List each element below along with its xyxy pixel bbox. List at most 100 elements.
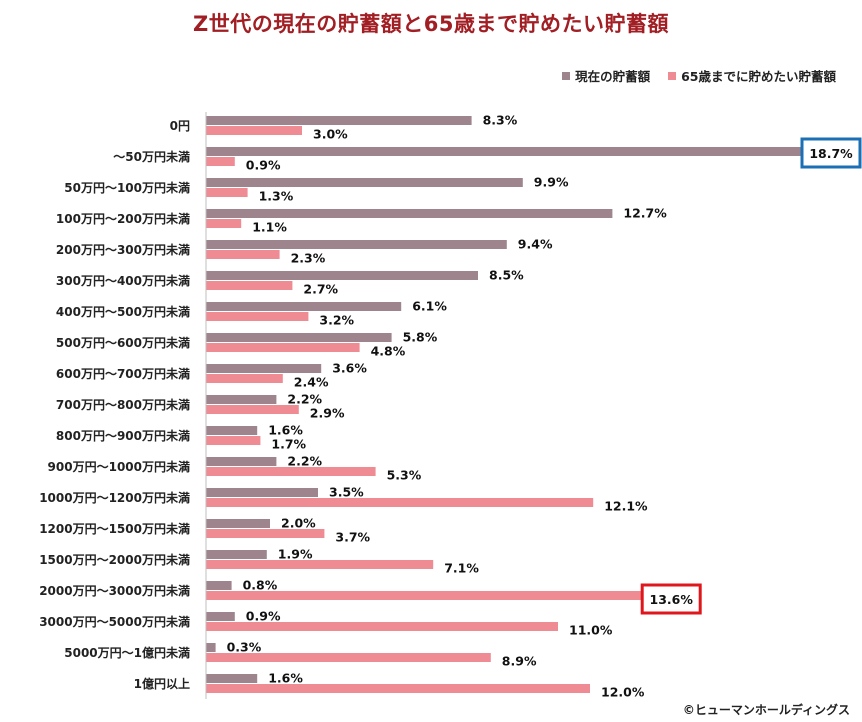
category-label: 1000万円～1200万円未満 xyxy=(39,490,190,505)
legend-swatch-target xyxy=(668,71,677,80)
value-label: 5.8% xyxy=(403,330,438,345)
value-label: 0.3% xyxy=(227,640,262,655)
category-label: 200万円～300万円未満 xyxy=(56,242,190,257)
bar-target xyxy=(206,312,309,321)
value-label: 2.3% xyxy=(291,251,326,266)
value-label: 0.9% xyxy=(246,158,281,173)
bar-current xyxy=(206,240,507,249)
bar-current xyxy=(206,581,232,590)
value-label: 12.0% xyxy=(601,685,645,700)
bar-current xyxy=(206,426,258,435)
bar-current xyxy=(206,643,216,652)
category-label: ～50万円未満 xyxy=(113,149,190,164)
value-label: 12.1% xyxy=(604,499,648,514)
value-label: 2.2% xyxy=(287,454,322,469)
legend-item-current: 現在の貯蓄額 xyxy=(562,66,650,85)
value-label: 9.4% xyxy=(518,237,553,252)
bar-current xyxy=(206,116,472,125)
value-label: 8.5% xyxy=(489,268,524,283)
value-label: 2.4% xyxy=(294,375,329,390)
category-label: 700万円～800万円未満 xyxy=(56,397,190,412)
category-label: 400万円～500万円未満 xyxy=(56,304,190,319)
bar-current xyxy=(206,271,478,280)
bar-current xyxy=(206,612,235,621)
bar-current xyxy=(206,147,805,156)
bar-target xyxy=(206,126,302,135)
bar-current xyxy=(206,395,277,404)
bar-target xyxy=(206,684,590,693)
category-label: 100万円～200万円未満 xyxy=(56,211,190,226)
bar-target xyxy=(206,436,261,445)
bar-target xyxy=(206,250,280,259)
highlight-box xyxy=(640,583,702,615)
bar-current xyxy=(206,333,392,342)
category-label: 1200万円～1500万円未満 xyxy=(39,521,190,536)
value-label: 2.7% xyxy=(303,282,338,297)
value-label: 3.6% xyxy=(332,361,367,376)
bar-current xyxy=(206,178,523,187)
bar-current xyxy=(206,364,322,373)
category-label: 5000万円～1億円未満 xyxy=(64,645,190,660)
bar-current xyxy=(206,674,258,683)
category-label: 1500万円～2000万円未満 xyxy=(39,552,190,567)
value-label: 5.3% xyxy=(387,468,422,483)
copyright-text: ©ヒューマンホールディングス xyxy=(682,703,850,717)
category-label: 900万円～1000万円未満 xyxy=(48,459,190,474)
highlight-box xyxy=(800,137,862,169)
bar-target xyxy=(206,343,360,352)
bar-target xyxy=(206,498,594,507)
value-label: 7.1% xyxy=(444,561,479,576)
bar-current xyxy=(206,302,402,311)
value-label: 1.3% xyxy=(259,189,294,204)
category-label: 500万円～600万円未満 xyxy=(56,335,190,350)
category-label: 50万円～100万円未満 xyxy=(64,180,190,195)
value-label: 1.7% xyxy=(271,437,306,452)
bar-target xyxy=(206,622,558,631)
chart-title: Z世代の現在の貯蓄額と65歳まで貯めたい貯蓄額 xyxy=(193,12,669,36)
bar-target xyxy=(206,405,299,414)
bar-target xyxy=(206,653,491,662)
category-label: 2000万円～3000万円未満 xyxy=(39,583,190,598)
legend-label-current: 現在の貯蓄額 xyxy=(575,69,651,84)
value-label: 8.9% xyxy=(502,654,537,669)
legend-swatch-current xyxy=(562,71,571,80)
bar-target xyxy=(206,560,434,569)
value-label: 1.1% xyxy=(252,220,287,235)
value-label: 3.0% xyxy=(313,127,348,142)
legend: 現在の貯蓄額 65歳までに貯めたい貯蓄額 xyxy=(562,66,836,85)
category-label: 600万円～700万円未満 xyxy=(56,366,190,381)
bar-target xyxy=(206,529,325,538)
value-label: 0.8% xyxy=(243,578,278,593)
bar-target xyxy=(206,219,242,228)
bar-current xyxy=(206,488,318,497)
bar-target xyxy=(206,467,376,476)
value-label: 3.7% xyxy=(335,530,370,545)
value-label: 18.7% xyxy=(809,146,853,161)
bar-current xyxy=(206,457,277,466)
value-label: 2.9% xyxy=(310,406,345,421)
value-label: 1.6% xyxy=(268,671,303,686)
bar-target xyxy=(206,591,642,600)
bar-target xyxy=(206,157,235,166)
value-label: 4.8% xyxy=(371,344,406,359)
value-label: 3.5% xyxy=(329,485,364,500)
category-label: 300万円～400万円未満 xyxy=(56,273,190,288)
value-label: 9.9% xyxy=(534,175,569,190)
value-label: 0.9% xyxy=(246,609,281,624)
value-label: 8.3% xyxy=(483,113,518,128)
category-label: 1億円以上 xyxy=(134,676,190,691)
category-label: 3000万円～5000万円未満 xyxy=(39,614,190,629)
value-label: 1.6% xyxy=(268,423,303,438)
value-label: 6.1% xyxy=(412,299,447,314)
bar-target xyxy=(206,188,248,197)
legend-item-target: 65歳までに貯めたい貯蓄額 xyxy=(668,66,836,85)
value-label: 2.2% xyxy=(287,392,322,407)
value-label: 12.7% xyxy=(623,206,667,221)
value-label: 13.6% xyxy=(650,592,694,607)
value-label: 11.0% xyxy=(569,623,613,638)
bar-target xyxy=(206,281,293,290)
value-label: 1.9% xyxy=(278,547,313,562)
bar-current xyxy=(206,550,267,559)
bar-target xyxy=(206,374,283,383)
